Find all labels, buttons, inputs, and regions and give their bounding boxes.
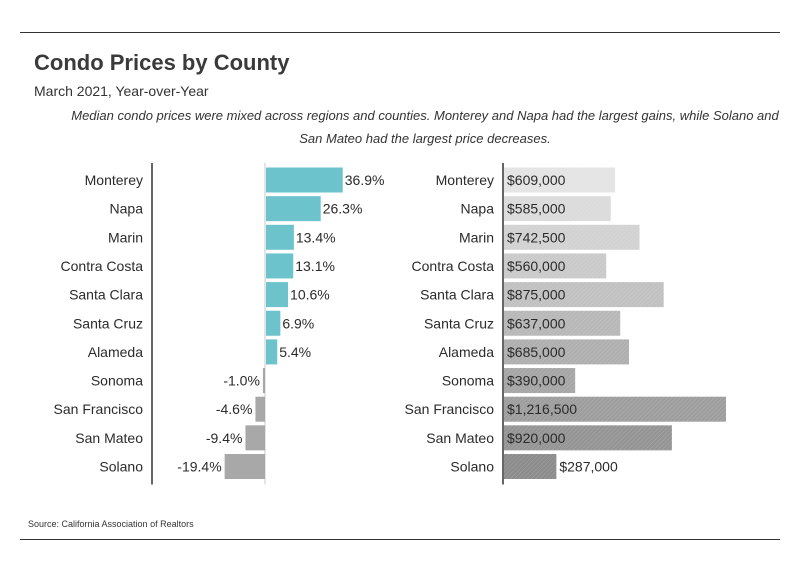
yoy-value-label: 13.1% (295, 258, 335, 274)
price-category-label: Contra Costa (412, 258, 495, 274)
price-value-label: $287,000 (559, 459, 618, 475)
price-value-label: $742,500 (507, 229, 566, 245)
yoy-bar-marin (266, 224, 294, 250)
yoy-value-label: 5.4% (279, 344, 311, 360)
price-value-label: $585,000 (507, 201, 566, 217)
yoy-value-label: -19.4% (177, 459, 221, 475)
yoy-category-label: Contra Costa (61, 258, 144, 274)
yoy-value-label: 6.9% (282, 315, 314, 331)
yoy-category-label: Solano (99, 459, 143, 475)
yoy-category-label: Sonoma (91, 373, 143, 389)
price-category-label: Alameda (439, 344, 494, 360)
top-rule (20, 32, 780, 33)
yoy-value-label: -4.6% (216, 401, 253, 417)
price-category-label: Solano (450, 459, 494, 475)
price-bar-texture (504, 282, 664, 308)
price-bar-texture (504, 167, 616, 193)
yoy-bar-monterey (266, 167, 343, 193)
price-category-label: Santa Clara (420, 287, 494, 303)
chart-description: Median condo prices were mixed across re… (71, 108, 779, 146)
yoy-value-label: 10.6% (290, 287, 330, 303)
source-note: Source: California Association of Realto… (28, 519, 194, 529)
price-bar-texture (504, 368, 576, 394)
price-value-label: $637,000 (507, 315, 566, 331)
yoy-category-label: Alameda (88, 344, 143, 360)
yoy-category-label: Marin (108, 229, 143, 245)
price-bar-texture (504, 310, 621, 336)
price-value-label: $920,000 (507, 430, 566, 446)
yoy-change-chart: Monterey 36.9% Napa 26.3% Marin 13.4% Contra C… (54, 163, 385, 485)
yoy-category-label: San Mateo (75, 430, 143, 446)
yoy-value-label: 13.4% (296, 229, 336, 245)
yoy-category-label: Monterey (85, 172, 143, 188)
price-value-label: $560,000 (507, 258, 566, 274)
price-category-label: San Francisco (405, 401, 495, 417)
price-category-label: Santa Cruz (424, 315, 494, 331)
yoy-bar-contra-costa (266, 253, 294, 279)
price-value-label: $609,000 (507, 172, 566, 188)
price-bar-texture (504, 454, 557, 479)
price-bar-texture (504, 396, 726, 422)
yoy-bar-santa-cruz (266, 310, 281, 336)
yoy-category-label: Santa Clara (69, 287, 143, 303)
yoy-bar-sonoma (262, 368, 265, 394)
yoy-bar-alameda (266, 339, 278, 365)
price-value-label: $875,000 (507, 287, 566, 303)
price-value-label: $685,000 (507, 344, 566, 360)
yoy-bar-napa (266, 196, 321, 222)
yoy-bar-san-mateo (245, 425, 265, 451)
price-category-label: Napa (461, 201, 495, 217)
yoy-value-label: 26.3% (323, 201, 363, 217)
yoy-value-label: -9.4% (206, 430, 243, 446)
yoy-category-label: Napa (110, 201, 144, 217)
price-value-label: $1,216,500 (507, 401, 577, 417)
yoy-value-label: 36.9% (345, 172, 385, 188)
price-category-label: Sonoma (442, 373, 494, 389)
price-bar-texture (504, 224, 640, 250)
price-bar-texture (504, 196, 611, 222)
yoy-bar-san-francisco (255, 396, 265, 422)
price-category-label: Monterey (436, 172, 494, 188)
chart-title: Condo Prices by County (34, 50, 290, 75)
yoy-value-label: -1.0% (223, 373, 260, 389)
yoy-category-label: Santa Cruz (73, 315, 143, 331)
price-bar-texture (504, 425, 672, 451)
price-category-label: Marin (459, 229, 494, 245)
price-bar-texture (504, 339, 630, 365)
price-value-label: $390,000 (507, 373, 566, 389)
yoy-bar-santa-clara (266, 282, 289, 308)
price-category-label: San Mateo (426, 430, 494, 446)
median-price-chart: Monterey $609,000 Napa $585,000 Marin $742,50… (405, 163, 726, 485)
yoy-category-label: San Francisco (54, 401, 144, 417)
yoy-bar-solano (224, 454, 265, 479)
bottom-rule (20, 539, 780, 540)
chart-subtitle: March 2021, Year-over-Year (34, 83, 209, 99)
price-bar-texture (504, 253, 607, 279)
